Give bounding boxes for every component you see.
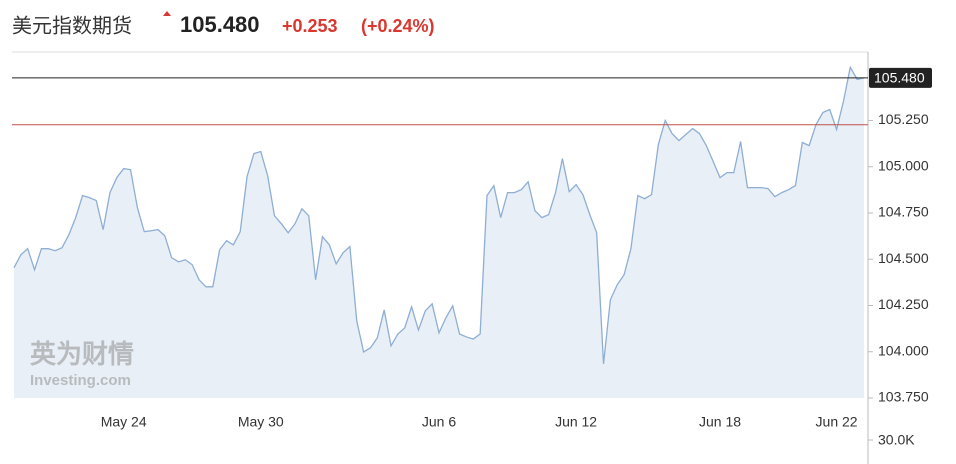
watermark: 英为财情 — [30, 339, 134, 369]
y-tick-label: 104.750 — [878, 204, 929, 220]
x-tick-label: Jun 6 — [422, 414, 456, 430]
last-price: 105.480 — [180, 12, 260, 37]
y-tick-label: 104.500 — [878, 250, 929, 266]
y-tick-label: 103.750 — [878, 389, 929, 405]
y-tick-label: 104.250 — [878, 296, 929, 312]
watermark: Investing.com — [30, 372, 131, 389]
x-tick-label: Jun 12 — [555, 414, 597, 430]
x-tick-label: May 30 — [238, 414, 284, 430]
price-tag — [869, 67, 932, 88]
change-percent: (+0.24%) — [361, 16, 435, 36]
y-tick-label: 105.000 — [878, 157, 929, 173]
x-tick-label: Jun 22 — [816, 414, 858, 430]
x-tick-label: Jun 18 — [699, 414, 741, 430]
area — [14, 67, 864, 399]
y-tick-label: 105.250 — [878, 111, 929, 127]
x-tick-label: May 24 — [101, 414, 147, 430]
title: 美元指数期货 — [12, 14, 132, 37]
volume-tick-label: 30.0K — [878, 432, 915, 448]
price-tag-label: 105.480 — [874, 70, 925, 86]
y-tick-label: 104.000 — [878, 342, 929, 358]
change: +0.253 — [282, 16, 338, 36]
up-arrow — [163, 11, 171, 16]
line — [13, 65, 865, 365]
